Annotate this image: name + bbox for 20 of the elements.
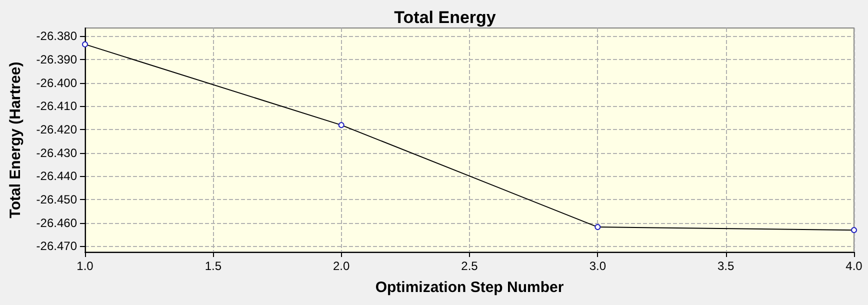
chart-title: Total Energy <box>394 8 496 27</box>
x-tick-label: 1.5 <box>204 259 222 273</box>
y-tick-label: -26.390 <box>36 52 78 66</box>
y-tick-label: -26.430 <box>36 146 78 160</box>
x-tick-label: 4.0 <box>846 259 863 273</box>
y-tick-label: -26.460 <box>36 216 78 230</box>
y-tick-label: -26.450 <box>36 192 78 206</box>
x-tick-label: 3.0 <box>589 259 606 273</box>
y-tick-label: -26.410 <box>36 99 78 114</box>
x-tick-label: 3.5 <box>717 259 734 273</box>
y-tick-label: -26.470 <box>36 239 78 254</box>
x-tick-label: 2.0 <box>332 259 350 273</box>
y-tick-label: -26.400 <box>36 76 78 90</box>
x-tick-label: 2.5 <box>461 259 478 273</box>
y-tick-label: -26.420 <box>36 122 78 136</box>
x-tick-label: 1.0 <box>76 259 94 273</box>
y-tick-label: -26.380 <box>36 29 78 44</box>
y-axis-title: Total Energy (Hartree) <box>7 62 24 218</box>
x-axis-title: Optimization Step Number <box>375 279 564 296</box>
y-tick-label: -26.440 <box>36 169 78 184</box>
